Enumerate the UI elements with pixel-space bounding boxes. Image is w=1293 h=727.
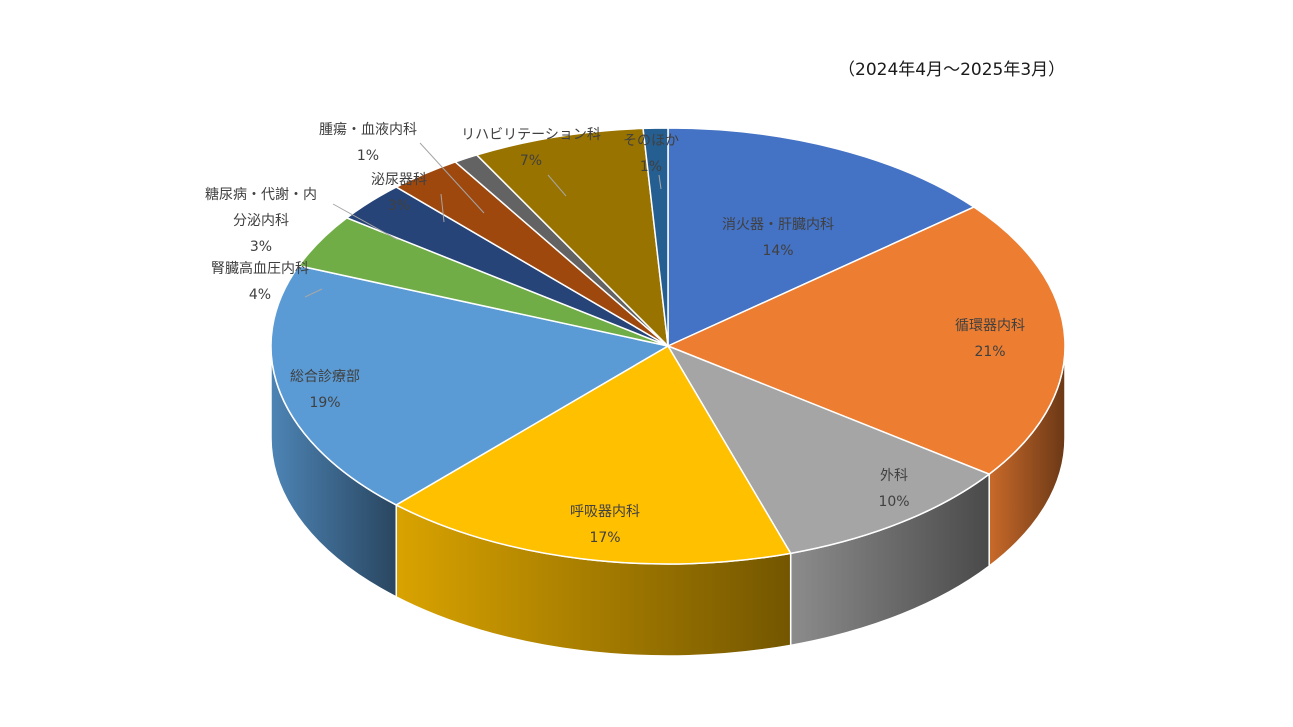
slice-name-7: 糖尿病・代謝・内 (205, 187, 317, 203)
leader-line-6 (304, 288, 323, 298)
slice-value-3: 10% (878, 494, 909, 510)
slice-label-11: そのほか 1% (623, 133, 679, 175)
slice-name-8: 泌尿器科 (371, 172, 427, 188)
slice-name-7-cont: 分泌内科 (233, 213, 289, 229)
slice-value-9: 1% (357, 148, 379, 164)
slice-name-9: 腫瘍・血液内科 (319, 121, 417, 138)
pie-slice-10 (475, 127, 669, 349)
slice-name-5: 総合診療部 (290, 368, 360, 385)
slice-name-3: 外科 (880, 468, 908, 484)
slice-label-5: 総合診療部 19% (290, 368, 360, 411)
leader-line-9 (419, 142, 485, 214)
slice-name-2: 循環器内科 (955, 318, 1025, 334)
pie-slice-11 (642, 127, 669, 347)
slice-name-1: 消火器・肝臓内科 (722, 217, 834, 233)
slice-name-11: そのほか (623, 133, 679, 149)
leader-line-11 (658, 174, 662, 190)
slice-label-4: 呼吸器内科 17% (570, 504, 640, 546)
slice-label-1: 消火器・肝臓内科 14% (722, 217, 834, 259)
slice-label-2: 循環器内科 21% (955, 318, 1025, 360)
slice-value-10: 7% (520, 153, 542, 169)
pie-slice-3 (666, 344, 991, 555)
slice-value-6: 4% (249, 287, 271, 303)
slice-label-3: 外科 10% (878, 468, 909, 510)
pie-top (270, 127, 1066, 565)
slice-name-6: 腎臓高血圧内科 (211, 260, 309, 277)
slice-name-10: リハビリテーション科 (461, 127, 601, 143)
slice-label-10: リハビリテーション科 7% (461, 127, 601, 169)
period-subtitle: （2024年4月～2025年3月） (838, 60, 1066, 80)
slice-value-11: 1% (640, 159, 662, 175)
pie-slice-5 (270, 264, 671, 506)
slice-value-7: 3% (250, 239, 272, 255)
slice-labels: 消火器・肝臓内科 14% 循環器内科 21% 外科 10% 呼吸器内科 17% 総合診療部 19%… (205, 121, 1025, 546)
slice-name-4: 呼吸器内科 (570, 504, 640, 520)
leader-line-7 (332, 203, 399, 241)
slice-value-2: 21% (974, 344, 1005, 360)
slice-value-1: 14% (762, 243, 793, 259)
leader-line-10 (547, 174, 567, 197)
slice-label-8: 泌尿器科 3% (371, 172, 427, 214)
pie-slice-1 (667, 127, 976, 348)
slice-value-4: 17% (589, 530, 620, 546)
slice-label-6: 腎臓高血圧内科 4% (211, 260, 309, 303)
leader-line-8 (440, 193, 445, 223)
slice-label-9: 腫瘍・血液内科 1% (319, 121, 417, 164)
pie-slice-4 (394, 344, 792, 565)
slice-value-5: 19% (309, 395, 340, 411)
slice-value-8: 3% (388, 198, 410, 214)
pie-slice-2 (666, 206, 1066, 475)
